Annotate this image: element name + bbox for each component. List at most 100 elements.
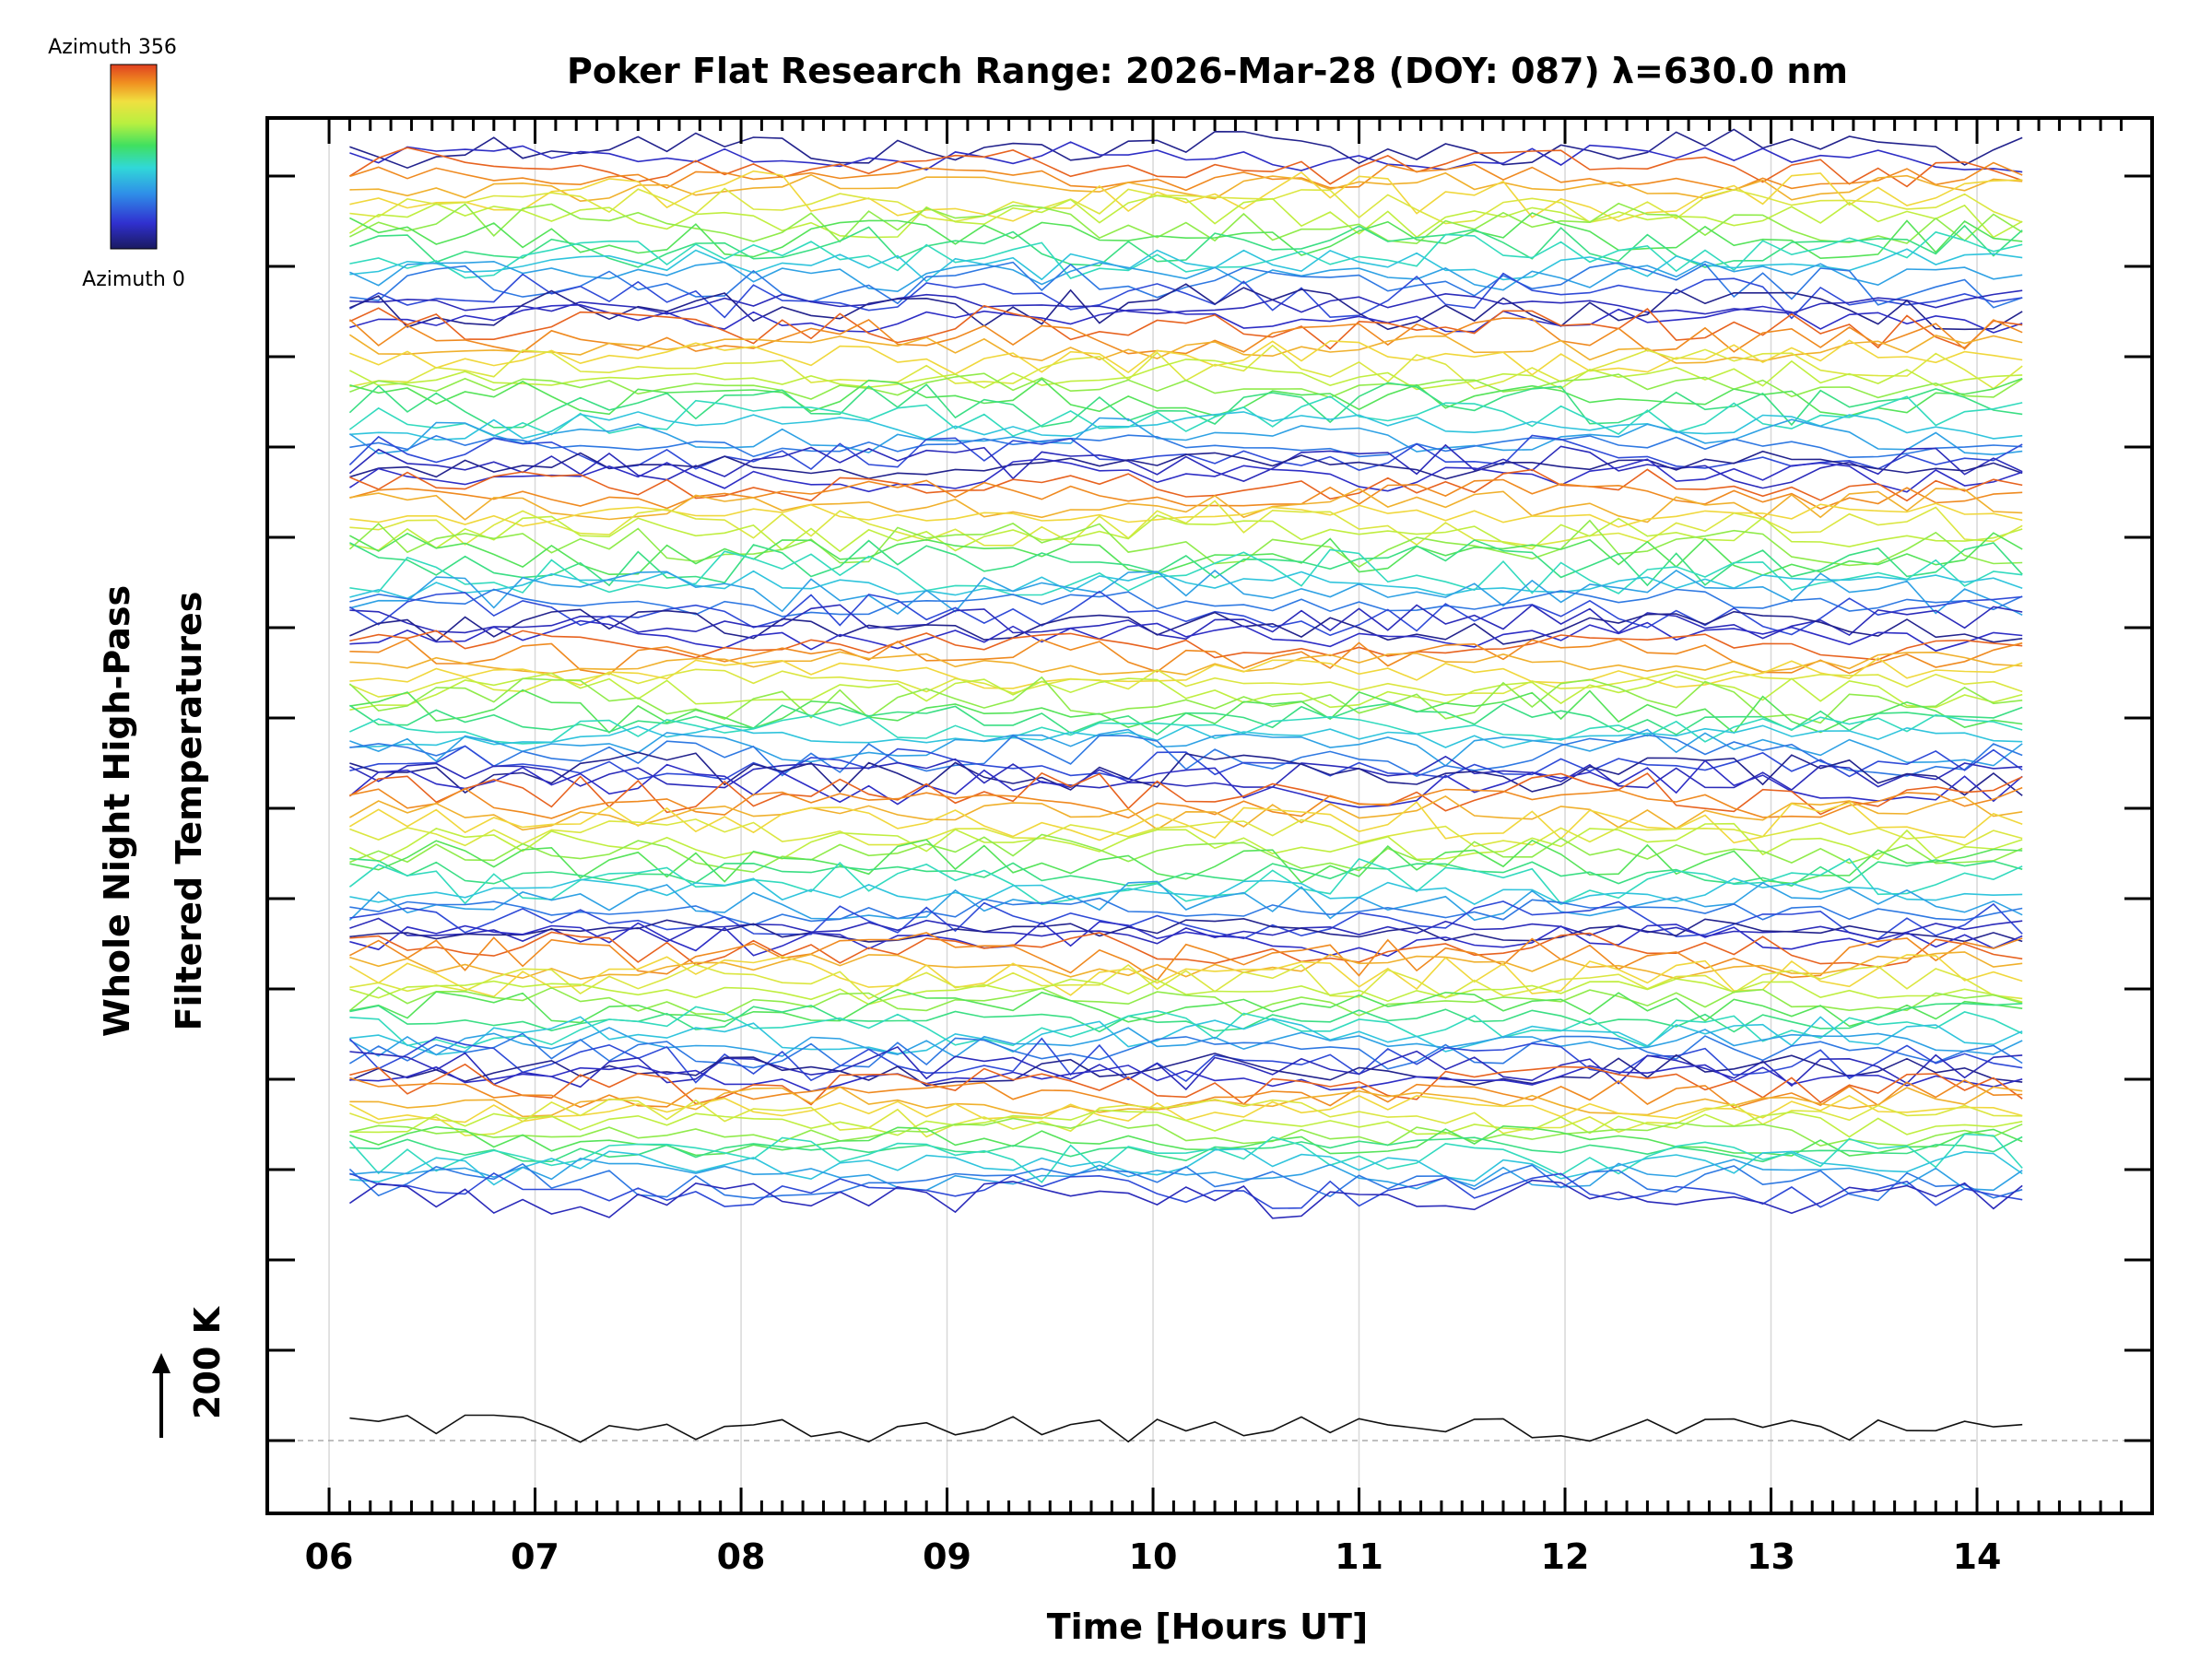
scale-indicator: 200 K bbox=[187, 1305, 228, 1419]
series-line bbox=[349, 283, 2023, 331]
series-line bbox=[349, 303, 2023, 334]
series-line bbox=[349, 212, 2023, 260]
series-line bbox=[349, 372, 2023, 400]
series-line bbox=[348, 986, 2023, 1017]
series-line bbox=[349, 818, 2023, 848]
series-line bbox=[349, 502, 2023, 528]
series-line bbox=[348, 395, 2023, 438]
x-tick-label: 13 bbox=[1747, 1536, 1795, 1577]
series-line bbox=[349, 488, 2023, 524]
colorbar-top-label: Azimuth 356 bbox=[48, 36, 177, 59]
series-line bbox=[349, 304, 2023, 350]
series-line bbox=[349, 260, 2023, 293]
series-line bbox=[348, 317, 2023, 355]
series-line bbox=[349, 1124, 2023, 1157]
series-line bbox=[349, 1171, 2023, 1209]
series-line bbox=[348, 443, 2023, 489]
series-line bbox=[349, 839, 2023, 885]
series-line bbox=[349, 931, 2023, 969]
x-tick-label: 09 bbox=[923, 1536, 971, 1577]
series-line bbox=[349, 478, 2023, 510]
series-line bbox=[348, 702, 2023, 735]
x-tick-label: 10 bbox=[1129, 1536, 1178, 1577]
chart-title: Poker Flat Research Range: 2026-Mar-28 (… bbox=[567, 51, 1848, 91]
series-line bbox=[348, 1036, 2023, 1084]
series-line bbox=[349, 629, 2023, 661]
series-line bbox=[349, 734, 2023, 777]
plot-frame bbox=[265, 116, 2154, 1515]
series-line bbox=[349, 751, 2023, 796]
series-line bbox=[349, 604, 2023, 641]
x-tick-label: 12 bbox=[1541, 1536, 1590, 1577]
scale-label: 200 K bbox=[187, 1305, 228, 1419]
series-line bbox=[349, 988, 2023, 1028]
series-line bbox=[349, 672, 2023, 711]
series-line bbox=[348, 771, 2023, 816]
series-line bbox=[349, 539, 2023, 587]
series-line bbox=[349, 1098, 2023, 1138]
series-line bbox=[349, 1063, 2023, 1106]
series-line bbox=[348, 458, 2023, 493]
series-line bbox=[349, 651, 2023, 676]
plot-area: 06 07 08 09 10 11 12 13 14 bbox=[265, 116, 2154, 1577]
x-axis-label: Time [Hours UT] bbox=[1047, 1606, 1369, 1647]
y-axis-label: Whole Night High-Pass Filtered Temperatu… bbox=[97, 585, 209, 1037]
series-line bbox=[348, 1133, 2023, 1183]
series-line bbox=[349, 202, 2023, 245]
series-line bbox=[349, 187, 2023, 225]
series-line bbox=[349, 514, 2023, 553]
series-line bbox=[349, 1053, 2023, 1087]
x-tick-label: 11 bbox=[1335, 1536, 1383, 1577]
series-line bbox=[349, 377, 2023, 417]
series-line bbox=[349, 822, 2023, 863]
series-line bbox=[348, 382, 2023, 429]
series-line bbox=[349, 1135, 2023, 1163]
series-line bbox=[348, 1032, 2023, 1070]
x-tick-label: 14 bbox=[1953, 1536, 2002, 1577]
series-line bbox=[349, 548, 2023, 596]
series-line bbox=[348, 801, 2023, 844]
series-line bbox=[349, 261, 2023, 309]
series-line bbox=[349, 608, 2023, 645]
series-line bbox=[349, 921, 2023, 958]
series-line bbox=[349, 932, 2023, 982]
series-line bbox=[349, 128, 2023, 170]
series-line bbox=[348, 857, 2023, 906]
series-line bbox=[349, 897, 2023, 926]
series-line bbox=[348, 1162, 2023, 1202]
series-line bbox=[348, 194, 2023, 239]
series-line bbox=[348, 880, 2023, 922]
series-line bbox=[349, 978, 2023, 1006]
series-line bbox=[349, 411, 2023, 441]
series-line bbox=[349, 339, 2023, 376]
x-tick-label: 07 bbox=[511, 1536, 559, 1577]
series-line bbox=[349, 570, 2023, 600]
y-axis-label-line2: Filtered Temperatures bbox=[169, 592, 209, 1031]
series-line bbox=[349, 833, 2023, 874]
series-line bbox=[348, 417, 2023, 456]
series-line bbox=[349, 450, 2023, 480]
series-line bbox=[349, 786, 2023, 819]
series-line bbox=[348, 1179, 2023, 1219]
series-line bbox=[349, 1117, 2023, 1147]
series-line bbox=[349, 588, 2023, 618]
series-line bbox=[349, 500, 2023, 547]
scale-arrow-head bbox=[152, 1353, 171, 1373]
series-line bbox=[349, 434, 2023, 459]
series-line bbox=[349, 468, 2023, 502]
series-line bbox=[349, 1158, 2023, 1192]
series-line bbox=[349, 171, 2023, 203]
series-line bbox=[349, 877, 2023, 906]
series-line bbox=[349, 1064, 2023, 1092]
series-line bbox=[349, 1414, 2023, 1443]
series-line bbox=[349, 1086, 2023, 1118]
x-tick-label: 08 bbox=[717, 1536, 766, 1577]
series-line bbox=[349, 668, 2023, 698]
colorbar-bottom-label: Azimuth 0 bbox=[82, 268, 185, 291]
series-line bbox=[349, 1006, 2023, 1049]
y-axis-label-line1: Whole Night High-Pass bbox=[97, 585, 137, 1037]
series-line bbox=[349, 272, 2023, 320]
series-line bbox=[349, 745, 2023, 781]
series-line bbox=[349, 963, 2023, 1000]
